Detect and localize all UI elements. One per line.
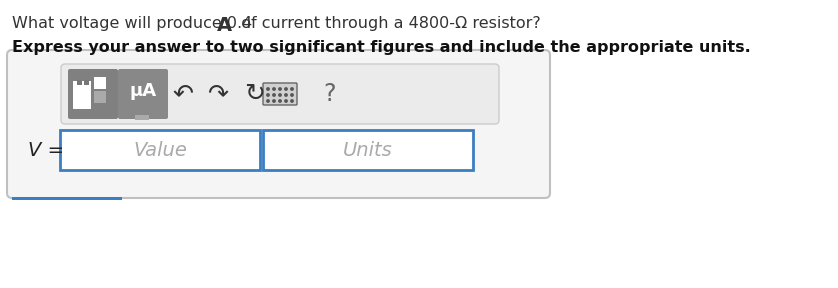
Text: Value: Value (133, 141, 187, 160)
Text: of current through a 4800-Ω resistor?: of current through a 4800-Ω resistor? (231, 16, 541, 31)
Circle shape (285, 100, 287, 102)
Bar (135, 115, 149, 120)
Circle shape (291, 100, 293, 102)
Circle shape (273, 88, 275, 90)
Circle shape (279, 88, 282, 90)
FancyBboxPatch shape (7, 50, 550, 198)
Text: Express your answer to two significant figures and include the appropriate units: Express your answer to two significant f… (12, 40, 751, 55)
Circle shape (291, 94, 293, 96)
Circle shape (285, 88, 287, 90)
Text: μA: μA (129, 82, 157, 100)
Circle shape (266, 94, 269, 96)
Text: Units: Units (343, 141, 393, 160)
Circle shape (273, 100, 275, 102)
Text: ↷: ↷ (208, 82, 229, 106)
Bar (263, 130, 473, 170)
Text: V =: V = (28, 141, 64, 160)
Bar (60, 130, 260, 170)
Bar (12, 197, 122, 200)
Bar (77, 80, 82, 85)
Text: ↶: ↶ (173, 82, 194, 106)
Text: ?: ? (323, 82, 336, 106)
Bar (73, 81, 91, 109)
Circle shape (285, 94, 287, 96)
Text: A: A (217, 16, 232, 35)
Bar (84, 80, 89, 85)
Circle shape (273, 94, 275, 96)
Bar (94, 77, 106, 89)
Circle shape (266, 100, 269, 102)
Text: What voltage will produce 0.4: What voltage will produce 0.4 (12, 16, 262, 31)
FancyBboxPatch shape (263, 83, 297, 105)
Circle shape (291, 88, 293, 90)
FancyBboxPatch shape (68, 69, 118, 119)
Text: ↻: ↻ (245, 82, 266, 106)
Circle shape (266, 88, 269, 90)
Bar (94, 91, 106, 103)
FancyBboxPatch shape (118, 69, 168, 119)
Circle shape (279, 94, 282, 96)
Circle shape (279, 100, 282, 102)
FancyBboxPatch shape (61, 64, 499, 124)
